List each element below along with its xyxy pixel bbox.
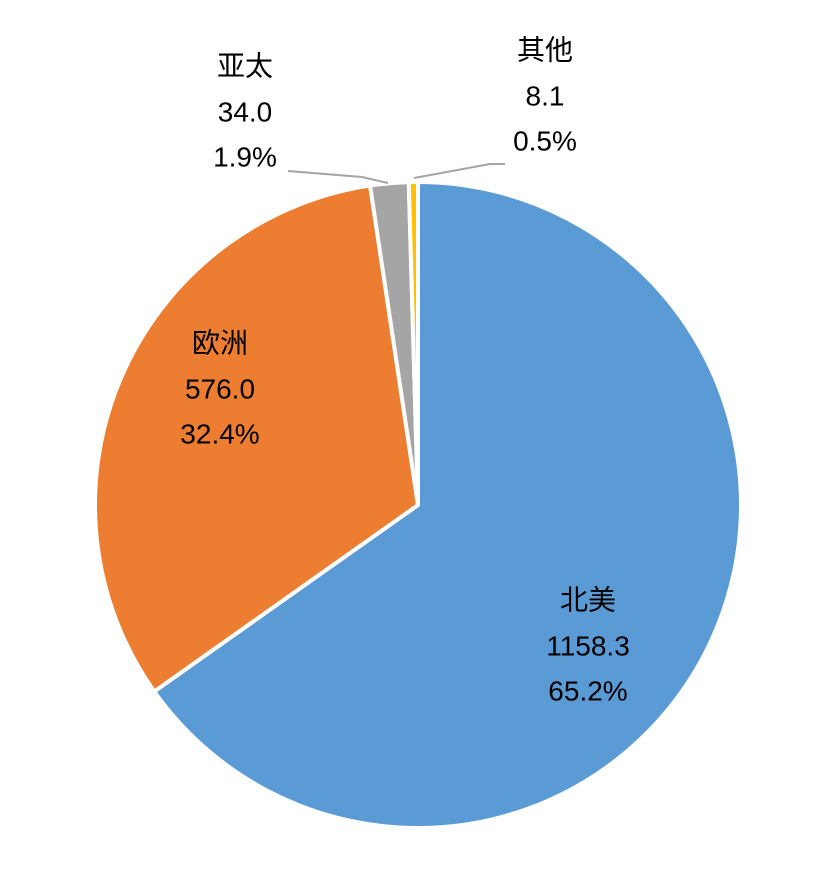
leader-line <box>413 163 505 179</box>
pie-slice <box>93 183 420 694</box>
pie-slice <box>406 180 420 507</box>
slices <box>93 180 743 830</box>
category-label: 北美 <box>560 584 616 615</box>
percent-label: 65.2% <box>548 675 627 706</box>
value-label: 8.1 <box>526 80 565 111</box>
category-label: 欧洲 <box>192 327 248 358</box>
category-label: 亚太 <box>217 50 273 81</box>
percent-label: 32.4% <box>180 418 259 449</box>
leader-line <box>287 170 389 184</box>
pie-slice <box>152 180 743 830</box>
labels: 北美 1158.3 65.2% 欧洲 576.0 32.4% 亚太 34.0 1.9% 其他 8.1… <box>180 34 629 706</box>
value-label: 34.0 <box>218 96 273 127</box>
percent-label: 0.5% <box>513 125 577 156</box>
value-label: 576.0 <box>185 373 255 404</box>
value-label: 1158.3 <box>546 630 630 661</box>
percent-label: 1.9% <box>213 141 277 172</box>
category-label: 其他 <box>517 34 573 65</box>
